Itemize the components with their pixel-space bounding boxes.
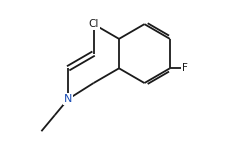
Text: N: N <box>64 94 72 104</box>
Text: Cl: Cl <box>88 19 98 29</box>
Text: F: F <box>181 63 187 73</box>
